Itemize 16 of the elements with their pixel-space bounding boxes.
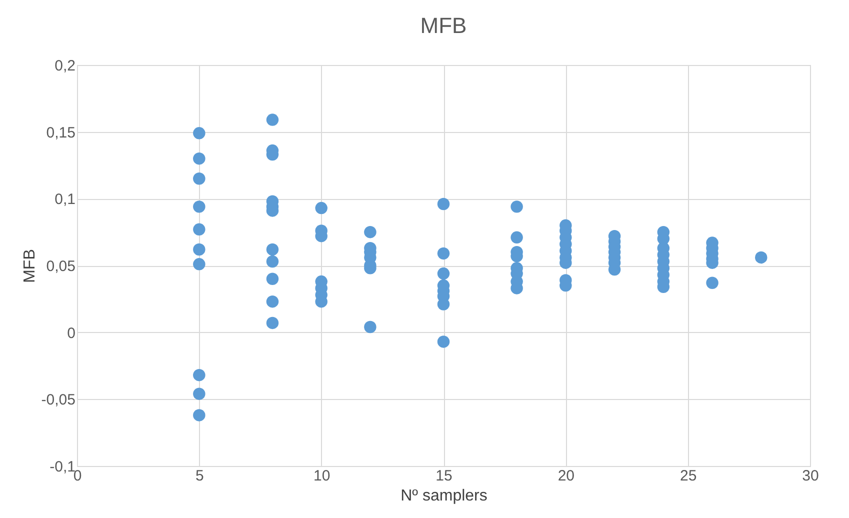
y-tick-label: 0,1 — [54, 191, 76, 208]
x-tick-label: 10 — [313, 468, 330, 484]
x-tick-label: 20 — [558, 468, 575, 484]
y-tick-label: 0,15 — [46, 124, 76, 142]
y-tick-label: -0,05 — [41, 392, 76, 409]
x-axis-title: Nº samplers — [400, 488, 488, 504]
x-tick-label: 15 — [436, 468, 452, 484]
y-tick-label: 0,2 — [54, 58, 76, 74]
x-tick-label: 25 — [680, 468, 697, 484]
chart-title: MFB — [420, 13, 467, 38]
x-tick-label: 5 — [195, 468, 204, 484]
y-tick-label: -0,1 — [50, 458, 76, 476]
y-axis-title: MFB — [21, 249, 38, 283]
y-tick-label: 0 — [67, 324, 76, 342]
y-tick-label: 0,05 — [46, 258, 76, 275]
x-tick-label: 30 — [802, 468, 819, 484]
